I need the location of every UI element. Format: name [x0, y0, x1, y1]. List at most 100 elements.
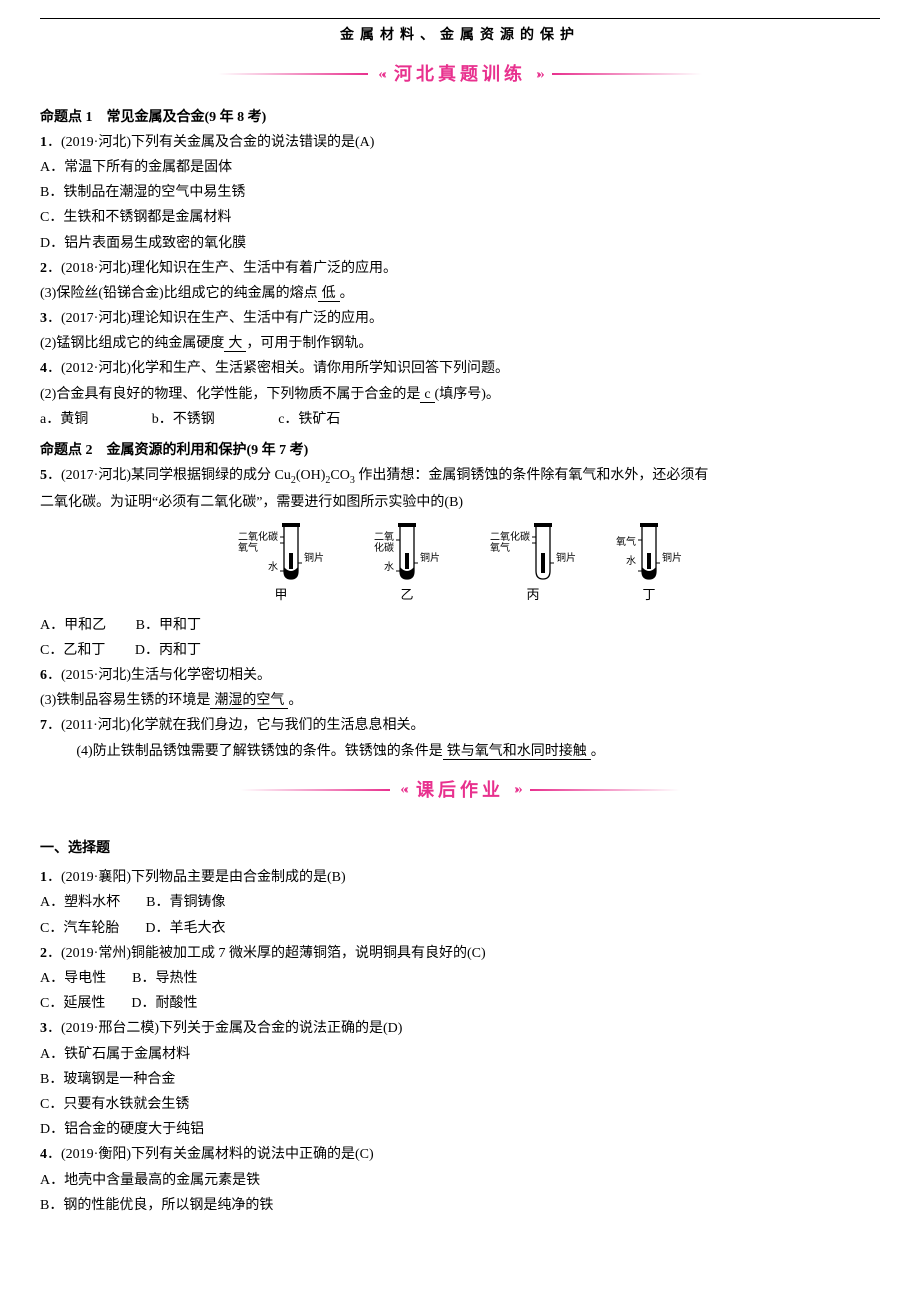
- q7: 7．(2011·河北)化学就在我们身边，它与我们的生活息息相关。: [40, 713, 880, 738]
- q5-opts-1: A．甲和乙 B．甲和丁: [40, 613, 880, 638]
- q7-tail: 。: [591, 744, 605, 759]
- q6-sub-text: (3)铁制品容易生锈的环境是: [40, 693, 210, 708]
- q5-opt-b: B．甲和丁: [136, 618, 201, 633]
- q4-sub: (2)合金具有良好的物理、化学性能，下列物质不属于合金的是c(填序号)。: [40, 382, 880, 407]
- q5-opt-a: A．甲和乙: [40, 618, 106, 633]
- opt-d: D．铝合金的硬度大于纯铝: [40, 1117, 880, 1142]
- water-label: 水: [384, 562, 394, 573]
- q-text: ．(2017·河北)理论知识在生产、生活中有广泛的应用。: [47, 311, 383, 326]
- opt-a: A．铁矿石属于金属材料: [40, 1042, 880, 1067]
- q5-a: ．(2017·河北)某同学根据铜绿的成分 Cu: [47, 468, 291, 483]
- banner-line: [218, 73, 368, 75]
- q1-opt-b: B．铁制品在潮湿的空气中易生锈: [40, 180, 880, 205]
- q6: 6．(2015·河北)生活与化学密切相关。: [40, 663, 880, 688]
- q3: 3．(2017·河北)理论知识在生产、生活中有广泛的应用。: [40, 306, 880, 331]
- q5-b: (OH): [296, 468, 326, 483]
- q-text: ．(2019·河北)下列有关金属及合金的说法错误的是(A): [47, 135, 374, 150]
- q4: 4．(2012·河北)化学和生产、生活紧密相关。请你用所学知识回答下列问题。: [40, 356, 880, 381]
- q3-sub: (2)锰钢比组成它的纯金属硬度大，可用于制作钢轨。: [40, 331, 880, 356]
- section-choice: 一、选择题: [40, 836, 880, 861]
- banner-label: 河北真题训练: [394, 58, 526, 90]
- hw-q1-opts1: A．塑料水杯 B．青铜铸像: [40, 890, 880, 915]
- q7-sub-text: (4)防止铁制品锈蚀需要了解铁锈蚀的条件。铁锈蚀的条件是: [76, 744, 442, 759]
- q1-opt-d: D．铝片表面易生成致密的氧化膜: [40, 231, 880, 256]
- hw-q1: 1．(2019·襄阳)下列物品主要是由合金制成的是(B): [40, 865, 880, 890]
- q3-tail: ，可用于制作钢轨。: [246, 336, 372, 351]
- q4-opt-a: a．黄铜: [40, 412, 88, 427]
- q-num: 2: [40, 946, 47, 961]
- q5-opts-2: C．乙和丁 D．丙和丁: [40, 638, 880, 663]
- q6-ans: 潮湿的空气: [210, 693, 288, 709]
- q-num: 5: [40, 468, 47, 483]
- tube-cap: 乙: [400, 583, 413, 606]
- tube-cap: 丁: [642, 583, 655, 606]
- gas-label: 二氧化碳: [490, 532, 530, 543]
- opt-c: C．只要有水铁就会生锈: [40, 1092, 880, 1117]
- tube-bing-ding: 二氧化碳氧气 水 铜片 丙 氧气 水: [490, 523, 682, 606]
- q7-ans: 铁与氧气和水同时接触: [443, 744, 591, 760]
- tube-icon: [638, 523, 660, 581]
- q7-sub: (4)防止铁制品锈蚀需要了解铁锈蚀的条件。铁锈蚀的条件是铁与氧气和水同时接触。: [40, 739, 880, 764]
- q-num: 1: [40, 870, 47, 885]
- q4-ans: c: [420, 387, 434, 403]
- opt-c: C．延展性: [40, 996, 105, 1011]
- hw-q3: 3．(2019·邢台二模)下列关于金属及合金的说法正确的是(D): [40, 1016, 880, 1041]
- q-num: 4: [40, 1147, 47, 1162]
- gas-label: 氧气: [238, 543, 258, 554]
- banner-line: [530, 789, 680, 791]
- plate-label: 铜片: [304, 550, 324, 568]
- gas-label: 二氧化碳: [238, 532, 278, 543]
- q3-ans: 大: [224, 336, 246, 352]
- q5-line2: 二氧化碳。为证明“必须有二氧化碳”，需要进行如图所示实验中的(B): [40, 490, 880, 515]
- hw-q2-opts1: A．导电性 B．导热性: [40, 966, 880, 991]
- hw-q2: 2．(2019·常州)铜能被加工成 7 微米厚的超薄铜箔，说明铜具有良好的(C): [40, 941, 880, 966]
- opt-a: A．地壳中含量最高的金属元素是铁: [40, 1168, 880, 1193]
- plate-label: 铜片: [420, 550, 440, 568]
- q2-ans: 低: [318, 286, 340, 302]
- q-num: 4: [40, 361, 47, 376]
- banner-homework: «‹ 课后作业 ›»: [40, 774, 880, 806]
- opt-a: A．导电性: [40, 971, 106, 986]
- q2-sub: (3)保险丝(铅锑合金)比组成它的纯金属的熔点低。: [40, 281, 880, 306]
- banner-line: [240, 789, 390, 791]
- q-text: ．(2019·襄阳)下列物品主要是由合金制成的是(B): [47, 870, 346, 885]
- q-text: ．(2019·邢台二模)下列关于金属及合金的说法正确的是(D): [47, 1021, 402, 1036]
- tube-icon: [280, 523, 302, 581]
- q4-tail: (填序号)。: [435, 387, 500, 402]
- hw-q1-opts2: C．汽车轮胎D．羊毛大衣: [40, 916, 880, 941]
- gas-label: 氧气: [490, 543, 510, 554]
- chev-right-icon: ›»: [536, 62, 542, 87]
- q4-opt-b: b．不锈钢: [152, 412, 215, 427]
- banner-hebei: «‹ 河北真题训练 ›»: [40, 58, 880, 90]
- q-text: ．(2019·常州)铜能被加工成 7 微米厚的超薄铜箔，说明铜具有良好的(C): [47, 946, 486, 961]
- q4-sub-text: (2)合金具有良好的物理、化学性能，下列物质不属于合金的是: [40, 387, 420, 402]
- q5-d: 作出猜想：金属铜锈蚀的条件除有氧气和水外，还必须有: [355, 468, 709, 483]
- opt-b: B．玻璃钢是一种合金: [40, 1067, 880, 1092]
- tube-icon: [396, 523, 418, 581]
- tube-cap: 甲: [274, 583, 287, 606]
- hw-q4: 4．(2019·衡阳)下列有关金属材料的说法中正确的是(C): [40, 1142, 880, 1167]
- top-rule: [40, 18, 880, 19]
- chev-right-icon: ›»: [514, 777, 520, 802]
- q2: 2．(2018·河北)理化知识在生产、生活中有着广泛的应用。: [40, 256, 880, 281]
- hw-q2-opts2: C．延展性D．耐酸性: [40, 991, 880, 1016]
- q-num: 6: [40, 668, 47, 683]
- water-label: 水: [268, 562, 278, 573]
- opt-a: A．塑料水杯: [40, 895, 120, 910]
- tube-icon: [532, 523, 554, 581]
- plate-label: 铜片: [662, 550, 682, 568]
- topic-title-1: 命题点 1 常见金属及合金(9 年 8 考): [40, 105, 880, 130]
- q-text: ．(2015·河北)生活与化学密切相关。: [47, 668, 271, 683]
- q3-sub-text: (2)锰钢比组成它的纯金属硬度: [40, 336, 224, 351]
- q-num: 1: [40, 135, 47, 150]
- q-text: ．(2019·衡阳)下列有关金属材料的说法中正确的是(C): [47, 1147, 374, 1162]
- tube-yi: 二氧化碳 水 铜片 乙: [374, 523, 440, 606]
- gas-label: 二氧: [374, 532, 394, 543]
- water-label: 水: [626, 556, 636, 567]
- opt-d: D．羊毛大衣: [145, 921, 225, 936]
- gas-label: 氧气: [616, 537, 636, 548]
- opt-b: B．青铜铸像: [146, 895, 225, 910]
- gas-label: 化碳: [374, 543, 394, 554]
- q2-tail: 。: [340, 286, 354, 301]
- opt-b: B．导热性: [132, 971, 197, 986]
